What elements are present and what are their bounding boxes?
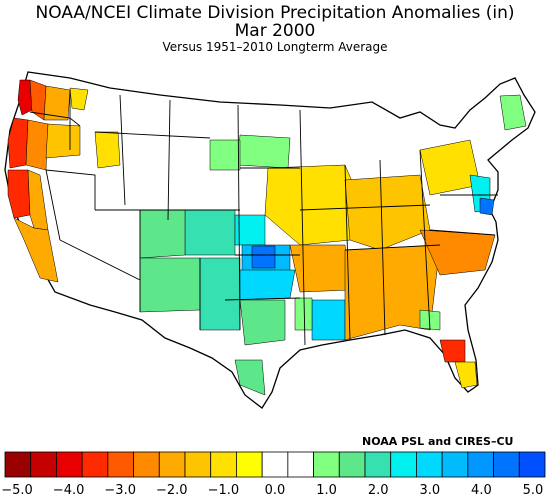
legend-swatch xyxy=(441,451,469,478)
map-baseline-note: Versus 1951–2010 Longterm Average xyxy=(162,40,388,54)
region-ar xyxy=(294,297,313,331)
legend-swatch xyxy=(184,451,212,478)
legend-swatch xyxy=(81,451,109,478)
legend-swatch xyxy=(364,451,392,478)
legend-swatch xyxy=(133,451,160,478)
legend-swatch xyxy=(210,451,237,478)
region-fl-south xyxy=(454,361,478,389)
legend-tick-label: 2.0 xyxy=(368,483,389,497)
legend-swatch xyxy=(416,451,443,478)
region-id-north xyxy=(69,87,89,111)
legend-tick-label: 3.0 xyxy=(419,483,440,497)
region-or-coast xyxy=(7,117,29,169)
region-tx-west xyxy=(234,359,266,396)
region-tx-central xyxy=(239,299,286,346)
region-ks-center xyxy=(251,245,276,269)
legend-swatch xyxy=(338,451,366,478)
data-credit: NOAA PSL and CIRES–CU xyxy=(362,435,514,448)
legend-swatch xyxy=(107,451,134,478)
region-wy-east xyxy=(209,139,241,171)
map-month: Mar 2000 xyxy=(234,21,316,41)
legend-swatch xyxy=(493,451,520,478)
region-ohio-valley xyxy=(344,174,431,251)
map-title: NOAA/NCEI Climate Division Precipitation… xyxy=(35,3,515,23)
legend-tick-label: −3.0 xyxy=(104,483,136,497)
legend-tick-label: 1.0 xyxy=(316,483,337,497)
region-ca-south xyxy=(13,217,59,283)
legend-swatch xyxy=(4,451,32,478)
legend-tick-label: −2.0 xyxy=(156,483,188,497)
legend-swatch xyxy=(56,451,83,478)
region-chesapeake xyxy=(479,197,495,216)
anomaly-regions xyxy=(7,79,527,396)
legend-swatch xyxy=(467,451,494,478)
region-mt-west xyxy=(94,131,121,169)
legend-tick-label: 0.0 xyxy=(265,483,286,497)
region-ca-north xyxy=(7,169,31,219)
legend-tick-label: −4.0 xyxy=(53,483,85,497)
legend-swatch xyxy=(287,451,314,478)
legend-tick-label: 4.0 xyxy=(471,483,492,497)
legend-swatch xyxy=(313,451,340,478)
us-climate-division-map xyxy=(4,71,536,409)
region-or-east xyxy=(45,123,81,159)
legend-tick-label: −5.0 xyxy=(1,483,33,497)
legend-tick-label: −1.0 xyxy=(208,483,240,497)
legend-swatch xyxy=(518,451,546,478)
region-new-england xyxy=(499,94,527,131)
region-wa-east xyxy=(43,85,71,121)
state-boundaries xyxy=(29,90,498,346)
region-wa-coast xyxy=(17,79,33,116)
legend-swatch xyxy=(30,451,57,478)
legend-swatch xyxy=(158,451,186,478)
legend-tick-label: 5.0 xyxy=(523,483,544,497)
legend-swatch xyxy=(390,451,417,478)
legend-swatch xyxy=(236,451,263,478)
legend-swatch xyxy=(261,451,289,478)
region-ga xyxy=(419,309,441,331)
